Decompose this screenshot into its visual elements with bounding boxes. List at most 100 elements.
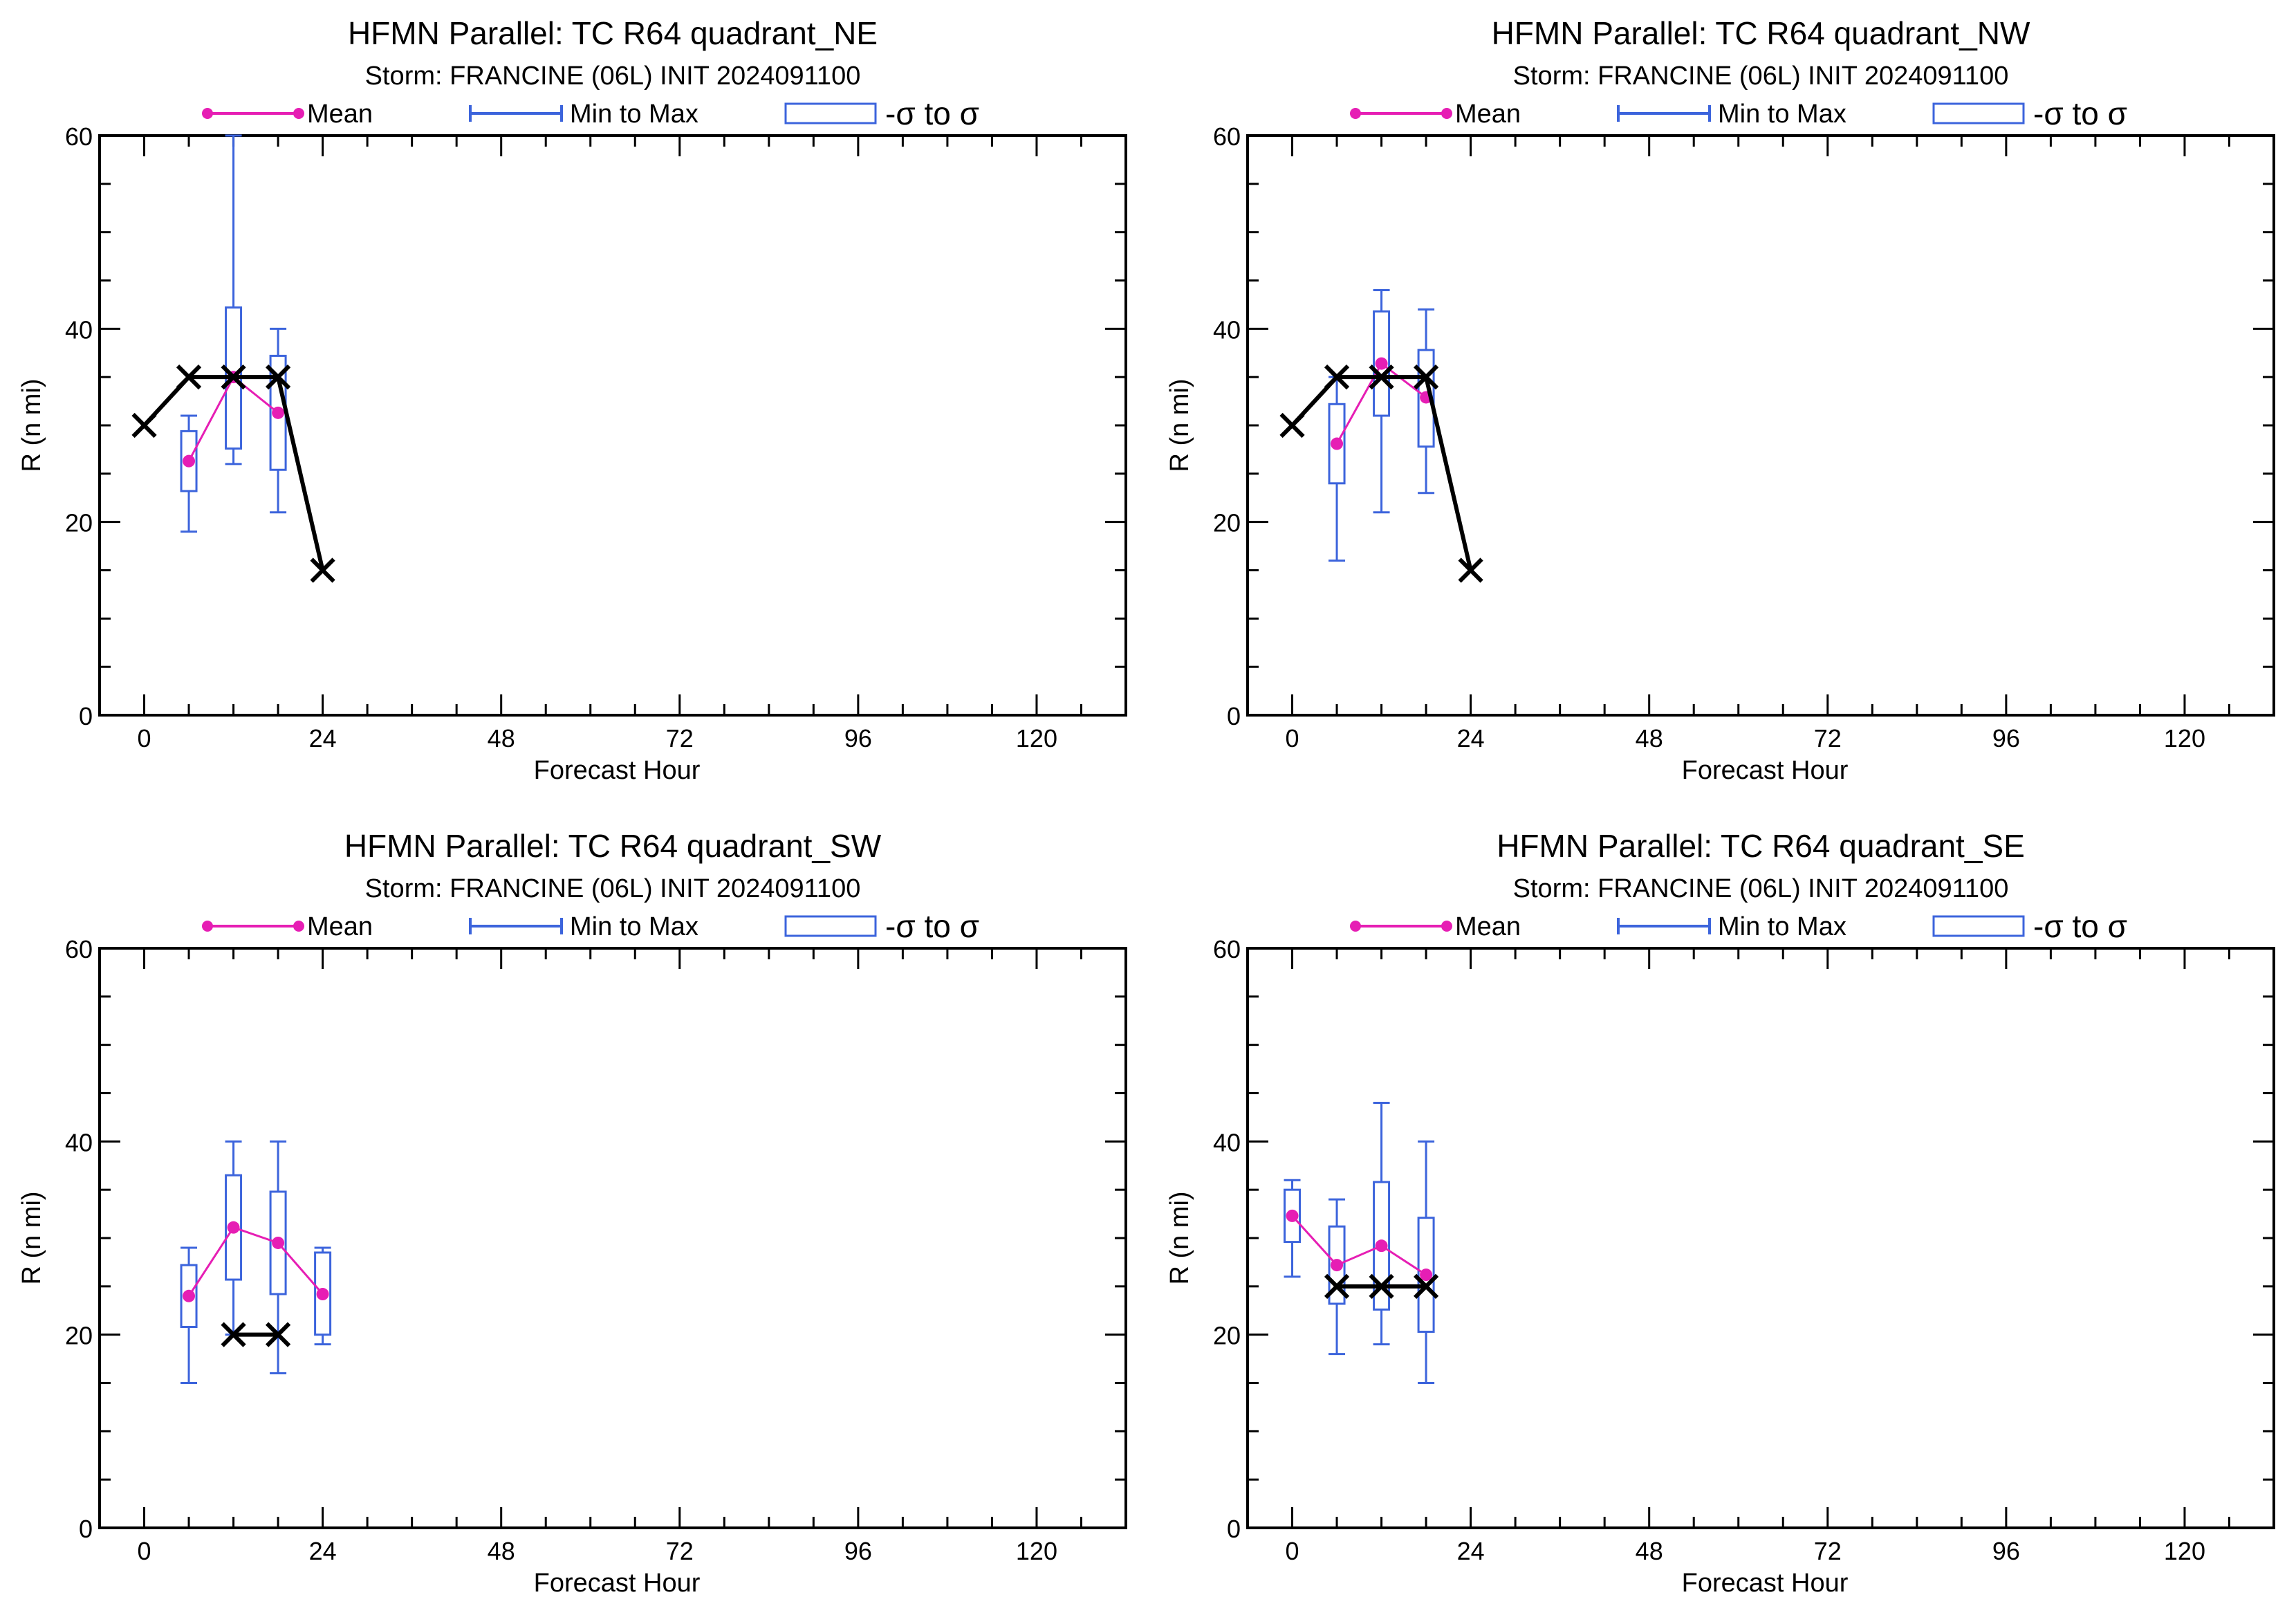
y-tick-label: 0 xyxy=(1227,702,1241,730)
chart-subtitle: Storm: FRANCINE (06L) INIT 2024091100 xyxy=(1513,874,2009,903)
y-tick-label: 20 xyxy=(1213,1322,1241,1350)
mean-marker xyxy=(1331,437,1344,450)
best-track-marker-stroke xyxy=(1369,365,1394,390)
best-track-marker xyxy=(1324,1273,1350,1299)
x-axis-label: Forecast Hour xyxy=(1682,1569,1849,1598)
best-track-marker xyxy=(1369,1273,1394,1299)
best-track-marker-stroke xyxy=(265,365,291,390)
legend-mean-marker xyxy=(1350,921,1361,932)
chart-subtitle: Storm: FRANCINE (06L) INIT 2024091100 xyxy=(365,62,861,91)
mean-marker xyxy=(1286,1209,1299,1222)
best-track-marker-stroke xyxy=(1324,1273,1350,1299)
legend-mean-marker xyxy=(202,108,213,119)
x-tick-label: 120 xyxy=(1016,1537,1057,1565)
chart-subtitle: Storm: FRANCINE (06L) INIT 2024091100 xyxy=(365,874,861,903)
x-tick-label: 120 xyxy=(2164,724,2205,753)
legend-mean-marker xyxy=(293,921,304,932)
x-tick-label: 96 xyxy=(844,724,872,753)
mean-marker xyxy=(272,406,285,419)
x-tick-label: 0 xyxy=(138,1537,151,1565)
x-tick-label: 72 xyxy=(1814,724,1842,753)
best-track-marker-stroke xyxy=(1413,365,1439,390)
best-track-marker xyxy=(1369,365,1394,390)
x-tick-label: 48 xyxy=(488,724,515,753)
chart-title: HFMN Parallel: TC R64 quadrant_NE xyxy=(348,15,878,51)
mean-marker xyxy=(1420,1268,1433,1282)
x-tick-label: 48 xyxy=(1636,724,1663,753)
mean-marker xyxy=(183,454,196,468)
legend: Mean Min to Max -σ to σ xyxy=(1350,908,2127,944)
legend: Mean Min to Max -σ to σ xyxy=(1350,95,2127,131)
x-tick-label: 72 xyxy=(1814,1537,1842,1565)
y-axis-label: R (n mi) xyxy=(17,1191,46,1284)
y-tick-label: 60 xyxy=(1213,935,1241,963)
best-track-marker xyxy=(221,365,246,390)
best-track-marker-stroke xyxy=(221,1322,246,1347)
legend-sigma-label: -σ to σ xyxy=(2033,908,2127,944)
x-tick-label: 48 xyxy=(1636,1537,1663,1565)
x-tick-label: 72 xyxy=(666,1537,694,1565)
mean-marker xyxy=(183,1289,196,1302)
best-track-marker xyxy=(1413,1273,1439,1299)
y-tick-label: 0 xyxy=(79,702,93,730)
y-tick-label: 40 xyxy=(65,1128,93,1156)
best-track-marker-stroke xyxy=(1279,412,1305,439)
y-tick-label: 40 xyxy=(1213,1128,1241,1156)
y-tick-label: 0 xyxy=(1227,1515,1241,1543)
legend-mean-marker xyxy=(202,921,213,932)
x-tick-label: 24 xyxy=(309,1537,337,1565)
legend-mean-marker xyxy=(293,108,304,119)
best-track-marker xyxy=(1413,365,1439,390)
legend-minmax-label: Min to Max xyxy=(1718,100,1846,129)
legend-sigma-box xyxy=(1932,915,2025,937)
mean-line xyxy=(1291,1215,1427,1276)
best-track-marker-stroke xyxy=(1369,1273,1394,1299)
best-track-marker xyxy=(265,1322,291,1347)
mean-marker xyxy=(1375,357,1388,370)
legend-sigma-box xyxy=(1932,102,2025,124)
best-track-marker-stroke xyxy=(1413,1273,1439,1299)
y-tick-label: 0 xyxy=(79,1515,93,1543)
x-tick-label: 24 xyxy=(309,724,337,753)
chart-title: HFMN Parallel: TC R64 quadrant_SW xyxy=(344,828,882,864)
mean-marker xyxy=(1375,1239,1388,1253)
y-tick-label: 20 xyxy=(1213,509,1241,537)
x-tick-label: 0 xyxy=(138,724,151,753)
best-track-marker-stroke xyxy=(131,412,157,439)
mean-line xyxy=(187,1226,324,1297)
x-tick-label: 0 xyxy=(1286,1537,1299,1565)
best-track-marker xyxy=(265,365,291,390)
legend: Mean Min to Max -σ to σ xyxy=(202,95,979,131)
x-tick-label: 24 xyxy=(1457,724,1485,753)
legend-mean-marker xyxy=(1350,108,1361,119)
y-axis-label: R (n mi) xyxy=(1165,1191,1194,1284)
y-tick-label: 60 xyxy=(65,935,93,963)
x-tick-label: 120 xyxy=(1016,724,1057,753)
plot-frame xyxy=(98,947,1127,1529)
x-axis-label: Forecast Hour xyxy=(534,756,701,785)
chart-panel: HFMN Parallel: TC R64 quadrant_SE Storm: … xyxy=(1165,828,2275,1598)
y-axis-label: R (n mi) xyxy=(1165,378,1194,472)
best-track-marker xyxy=(176,365,202,390)
legend-sigma-box xyxy=(784,102,877,124)
legend-minmax-label: Min to Max xyxy=(570,912,698,941)
mean-marker xyxy=(1331,1259,1344,1272)
x-axis-label: Forecast Hour xyxy=(1682,756,1849,785)
chart-subtitle: Storm: FRANCINE (06L) INIT 2024091100 xyxy=(1513,62,2009,91)
mean-marker xyxy=(227,1221,240,1234)
legend-mean-label: Mean xyxy=(307,912,373,941)
legend-mean-marker xyxy=(1441,921,1452,932)
legend-mean-label: Mean xyxy=(1455,912,1521,941)
best-track-marker xyxy=(1324,365,1350,390)
chart-panel: HFMN Parallel: TC R64 quadrant_NW Storm: … xyxy=(1165,15,2275,785)
y-tick-label: 40 xyxy=(65,315,93,344)
legend-mean-label: Mean xyxy=(307,100,373,129)
chart-title: HFMN Parallel: TC R64 quadrant_SE xyxy=(1497,828,2025,864)
chart-panel: HFMN Parallel: TC R64 quadrant_SW Storm: … xyxy=(17,828,1127,1598)
x-axis-label: Forecast Hour xyxy=(534,1569,701,1598)
best-track-marker-stroke xyxy=(1458,557,1483,583)
x-tick-label: 0 xyxy=(1286,724,1299,753)
x-tick-label: 96 xyxy=(844,1537,872,1565)
legend-sigma-label: -σ to σ xyxy=(2033,95,2127,131)
mean-marker xyxy=(316,1288,329,1301)
